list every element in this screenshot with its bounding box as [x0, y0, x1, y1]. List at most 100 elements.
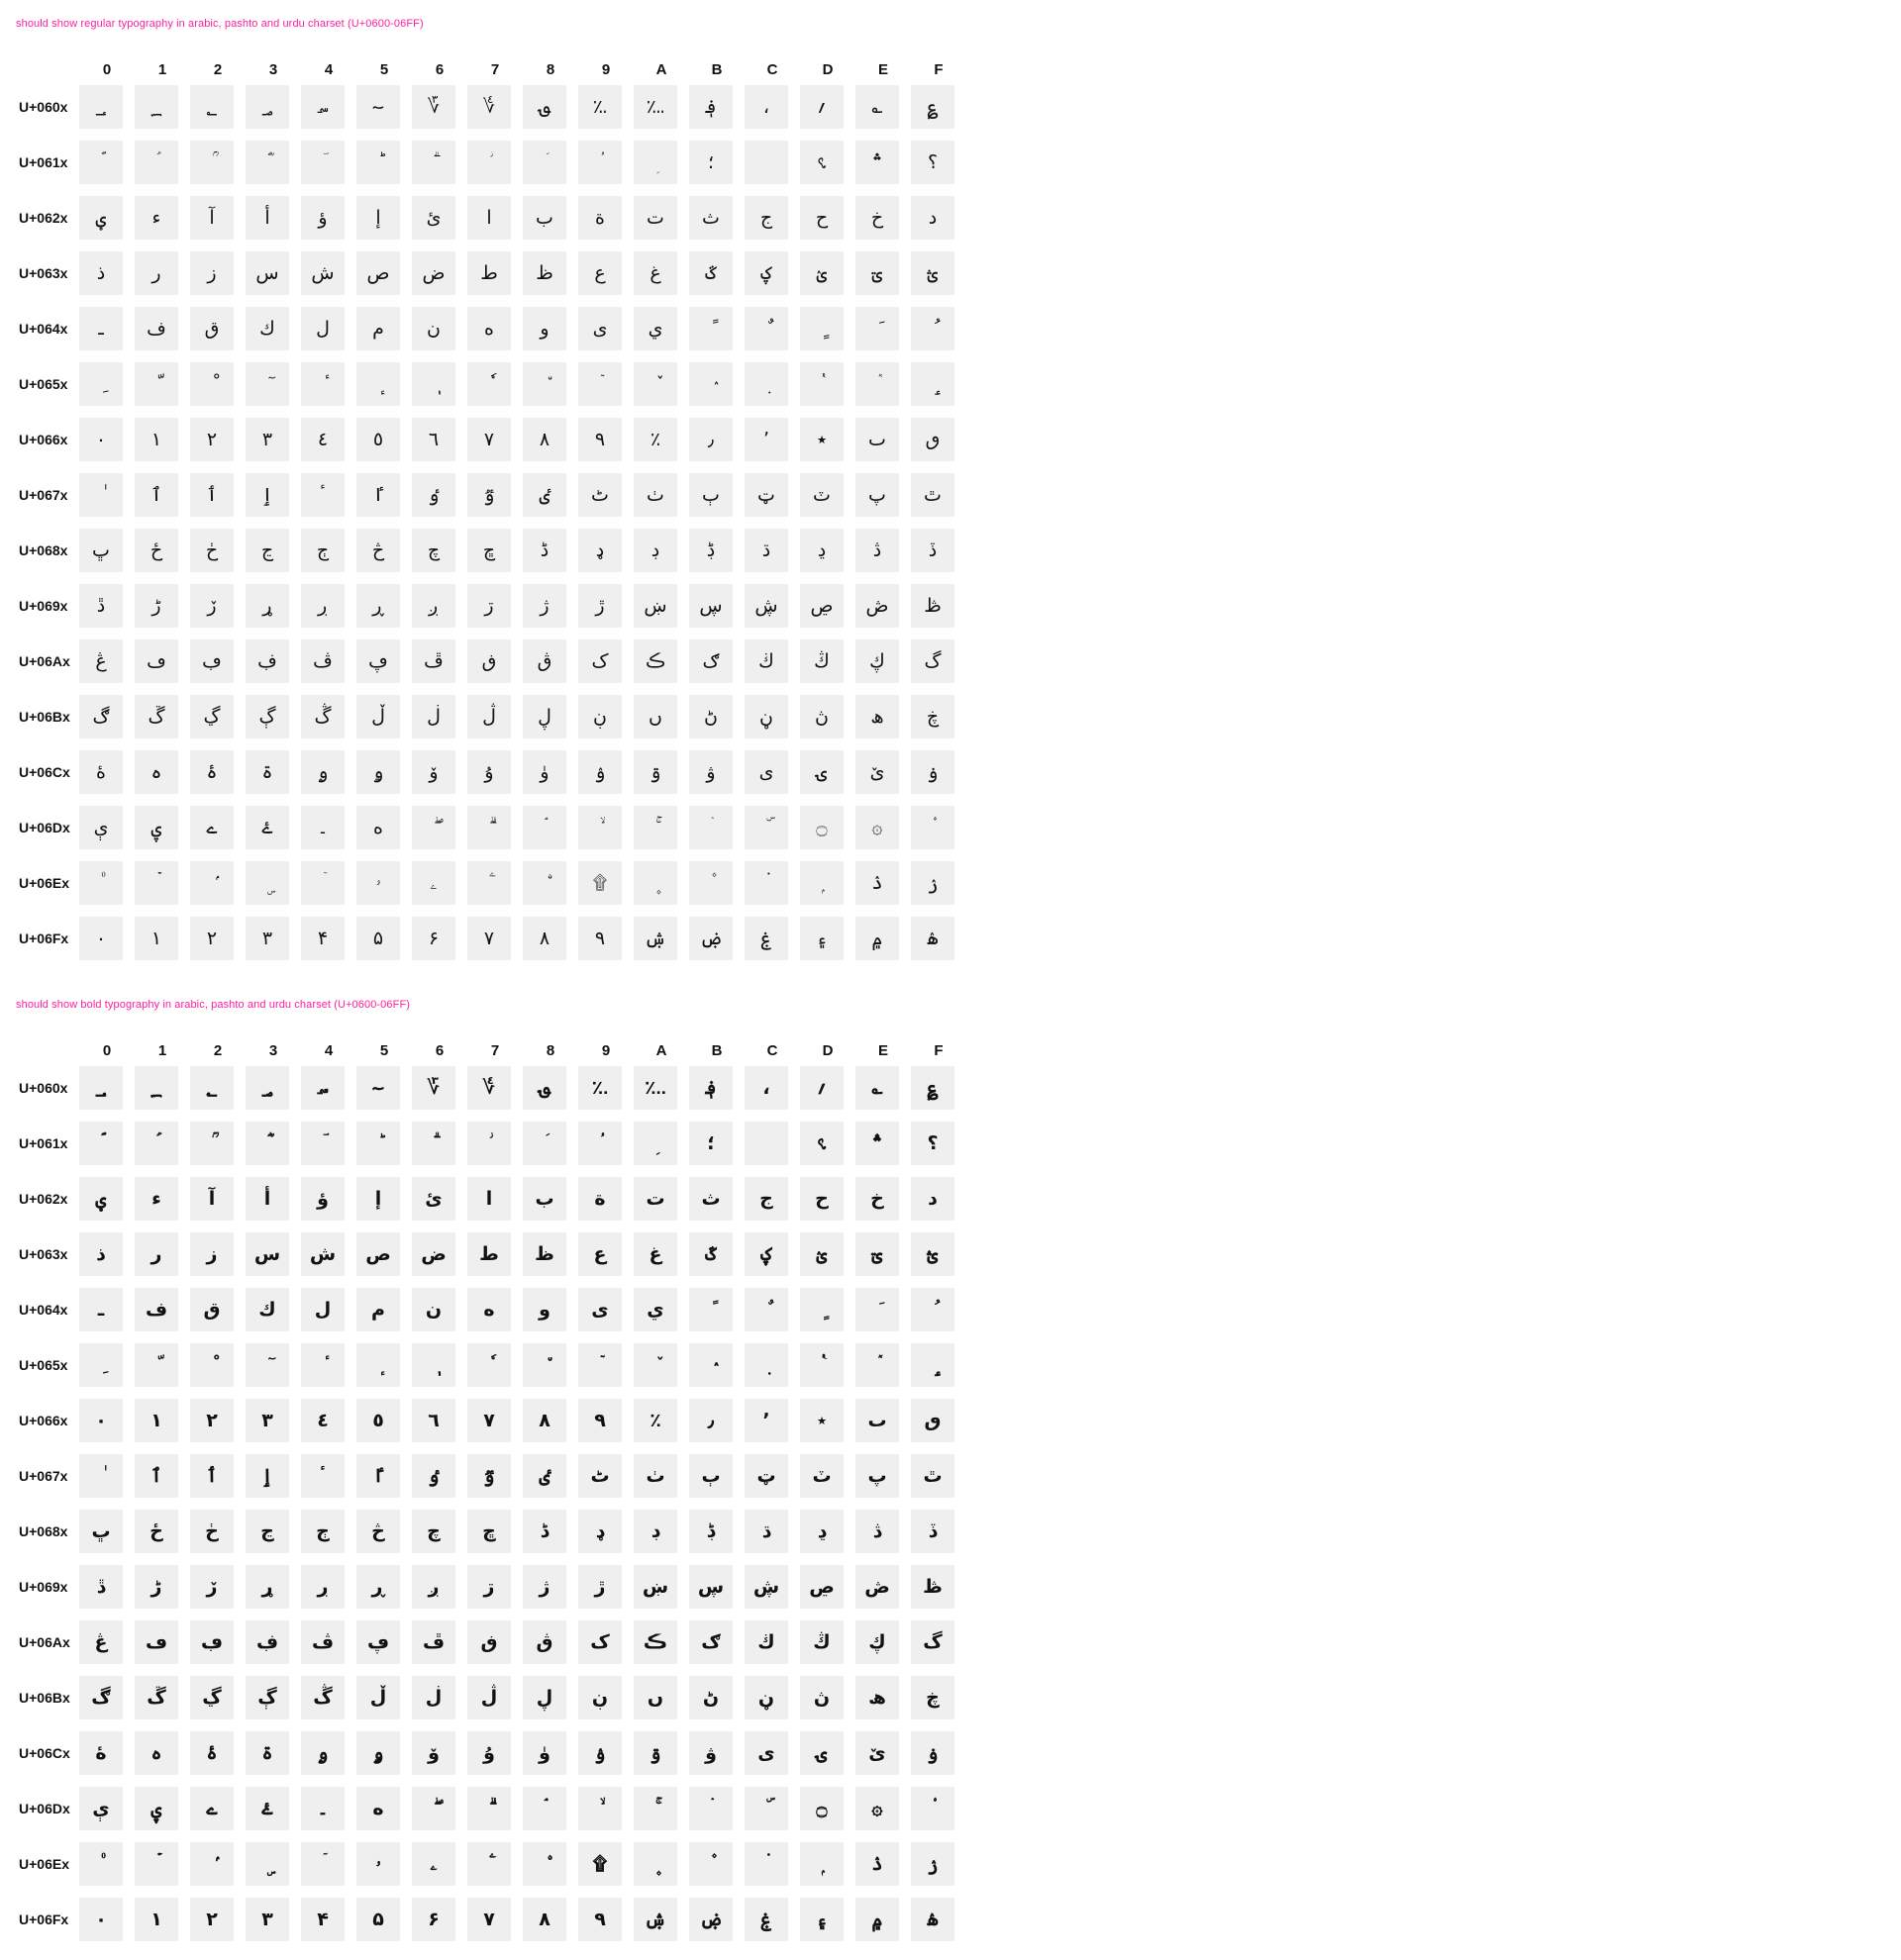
row-header: U+066x — [19, 1413, 68, 1428]
glyph-cell: ڥ — [356, 1620, 400, 1664]
column-header: 0 — [102, 60, 112, 78]
row-header: U+063x — [19, 265, 68, 281]
glyph-cell: ڼ — [745, 695, 788, 738]
glyph-cell: ۆ — [412, 1731, 455, 1775]
glyph-cell: ۴ — [301, 1898, 345, 1941]
glyph-cell: ڏ — [911, 1510, 954, 1553]
glyph-cell: ٰ — [79, 1454, 123, 1498]
glyph-cell: ۛ — [689, 1787, 733, 1830]
glyph-row: U+068x ڀ ځ ڂ ڃ ڄ څ چ ڇ ڈ ډ ڊ ڋ ڌ ڍ ڎ ڏ — [16, 1510, 966, 1553]
glyph-cell: ۹ — [578, 1898, 622, 1941]
glyph-row: U+062x ؠ ء آ أ ؤ إ ئ ا ب ة ت ث ج ح خ د — [16, 1177, 966, 1221]
glyph-cell: ٜ — [745, 362, 788, 406]
glyph-cell: ؔ — [301, 1122, 345, 1165]
glyph-cell: ؿ — [911, 251, 954, 295]
glyph-cell: ٮ — [855, 418, 899, 461]
glyph-cell: ث — [689, 196, 733, 240]
glyph-cell: ۈ — [523, 750, 566, 794]
column-header: 0 — [102, 1041, 112, 1059]
glyph-cell: ٽ — [800, 1454, 844, 1498]
glyph-cell: ٴ — [301, 1454, 345, 1498]
column-header: A — [655, 1041, 667, 1059]
glyph-cell: ڝ — [800, 1565, 844, 1609]
glyph-cell: ڶ — [412, 1676, 455, 1719]
glyph-cell: ە — [356, 806, 400, 849]
glyph-cell: ڬ — [745, 639, 788, 683]
glyph-cell: ڰ — [79, 1676, 123, 1719]
glyph-cell: غ — [634, 1232, 677, 1276]
glyph-cell: ؒ — [190, 141, 234, 184]
glyph-cell: ۓ — [246, 806, 289, 849]
glyph-cell: ۱ — [135, 917, 178, 960]
row-header: U+062x — [19, 210, 68, 226]
glyph-cell: ؘ — [523, 141, 566, 184]
glyph-cell: ٨ — [523, 418, 566, 461]
glyph-cell: ِ — [79, 362, 123, 406]
glyph-cell: ٟ — [911, 362, 954, 406]
row-header: U+061x — [19, 1135, 68, 1151]
row-header: U+060x — [19, 1080, 68, 1096]
glyph-cell: س — [246, 251, 289, 295]
glyph-cell: ۝ — [800, 1787, 844, 1830]
glyph-cell: ۞ — [855, 806, 899, 849]
glyph-cell: ڠ — [79, 639, 123, 683]
glyph-cell: ۠ — [79, 1842, 123, 1886]
glyph-cell: ڌ — [745, 1510, 788, 1553]
glyph-cell: ٽ — [800, 473, 844, 517]
glyph-cell: ل — [301, 307, 345, 350]
glyph-cell: ۄ — [301, 750, 345, 794]
glyph-cell: ج — [745, 1177, 788, 1221]
glyph-cell: ٯ — [911, 418, 954, 461]
glyph-cell: ٬ — [745, 1399, 788, 1442]
glyph-cell: ڵ — [356, 1676, 400, 1719]
glyph-cell: ۟ — [911, 1787, 954, 1830]
glyph-cell: ۭ — [800, 1842, 844, 1886]
glyph-row: U+063x ذ ر ز س ش ص ض ط ظ ع غ ػ ؼ ؽ ؾ ؿ — [16, 251, 966, 295]
column-header: 4 — [324, 1041, 334, 1059]
glyph-cell: ؙ — [578, 141, 622, 184]
glyph-cell: ٳ — [246, 473, 289, 517]
column-header: 8 — [546, 60, 555, 78]
glyph-cell: څ — [356, 529, 400, 572]
glyph-cell: ذ — [79, 251, 123, 295]
glyph-cell: ث — [689, 1177, 733, 1221]
glyph-cell: ۫ — [689, 1842, 733, 1886]
glyph-cell: ڂ — [190, 1510, 234, 1553]
glyph-cell: ٯ — [911, 1399, 954, 1442]
glyph-cell: ۯ — [911, 1842, 954, 1886]
glyph-cell: ٪ — [634, 418, 677, 461]
glyph-cell: ڵ — [356, 695, 400, 738]
glyph-cell: ٔ — [301, 362, 345, 406]
glyph-cell: ؟ — [911, 141, 954, 184]
glyph-cell: ۊ — [634, 1731, 677, 1775]
column-header: 5 — [379, 1041, 389, 1059]
glyph-cell: ٢ — [190, 418, 234, 461]
glyph-cell: ؀ — [79, 1066, 123, 1110]
glyph-cell: ؐ — [79, 141, 123, 184]
glyph-cell: م — [356, 1288, 400, 1331]
glyph-cell: ٠ — [79, 418, 123, 461]
glyph-cell: ؁ — [135, 1066, 178, 1110]
glyph-cell: ڗ — [467, 1565, 511, 1609]
glyph-cell: ح — [800, 196, 844, 240]
column-header: 2 — [213, 1041, 223, 1059]
glyph-cell: ٹ — [578, 1454, 622, 1498]
glyph-cell: ۼ — [745, 1898, 788, 1941]
glyph-cell: ګ — [689, 1620, 733, 1664]
glyph-cell: ۻ — [689, 917, 733, 960]
row-header: U+06Cx — [19, 1745, 70, 1761]
glyph-cell: ۳ — [246, 1898, 289, 1941]
glyph-cell: ، — [745, 85, 788, 129]
glyph-cell: ٿ — [911, 473, 954, 517]
glyph-cell: ٕ — [356, 1343, 400, 1387]
glyph-cell: ۡ — [135, 1842, 178, 1886]
glyph-cell: ۱ — [135, 1898, 178, 1941]
glyph-cell: ۵ — [356, 917, 400, 960]
glyph-cell: ڄ — [301, 1510, 345, 1553]
glyph-cell: ؓ — [246, 141, 289, 184]
glyph-cell: ۻ — [689, 1898, 733, 1941]
glyph-cell: ط — [467, 251, 511, 295]
glyph-cell: ؐ — [79, 1122, 123, 1165]
